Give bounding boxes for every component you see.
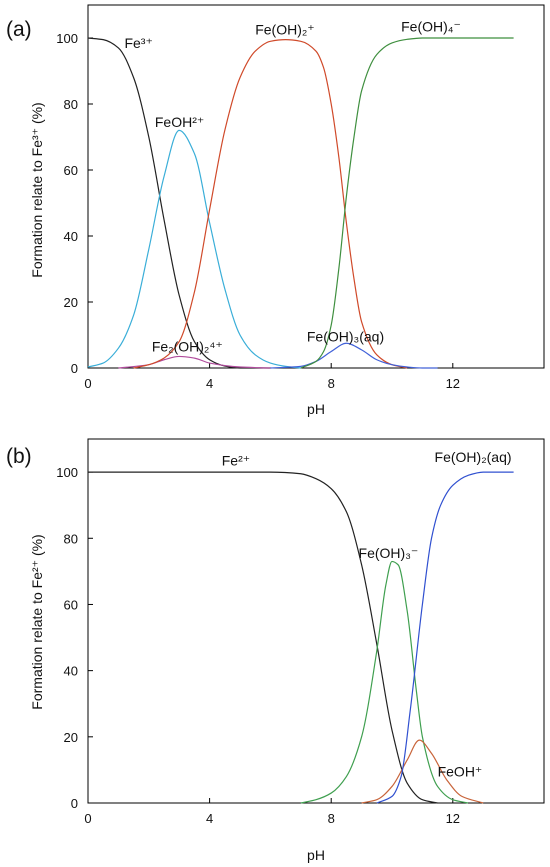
panel-a-series-fe-oh-4 xyxy=(300,37,514,369)
panel-a-curve-label-fe-oh-4: Fe(OH)₄⁻ xyxy=(401,18,461,34)
panel-a-y-tick-label: 80 xyxy=(64,97,78,112)
panel-a-x-tick-label: 0 xyxy=(84,376,91,391)
panel-a-curve-label-fe-oh-2: Fe(OH)₂⁺ xyxy=(255,22,315,38)
panel-a: (a) 0 4 8 12 0 20 40 60 80 100 Fe³⁺ FeOH²⁺ Fe₂(OH)₂… xyxy=(6,4,545,417)
panel-b-x-tick-label: 12 xyxy=(446,811,460,826)
panel-a-y-tick-label: 0 xyxy=(71,361,78,376)
panel-b-series-fe-oh-2-aq xyxy=(376,471,514,804)
panel-a-series-fe3 xyxy=(87,37,271,369)
panel-b-ticks: 0 4 8 12 0 20 40 60 80 100 xyxy=(56,465,460,826)
panel-b-series xyxy=(88,471,514,804)
panel-b-series-fe2 xyxy=(88,471,438,804)
panel-b-curve-label-fe2: Fe²⁺ xyxy=(222,452,250,468)
panel-b-y-tick-label: 80 xyxy=(64,531,78,546)
panel-b-plot-frame xyxy=(87,438,545,804)
panel-b-series-fe-oh-3 xyxy=(300,560,469,804)
panel-a-x-tick-label: 8 xyxy=(328,376,335,391)
panel-a-x-tick-label: 4 xyxy=(206,376,213,391)
panel-b-y-tick-label: 0 xyxy=(71,796,78,811)
panel-b-y-tick-label: 60 xyxy=(64,597,78,612)
panel-a-series-feoh2 xyxy=(87,129,301,369)
panel-a-plot-frame xyxy=(87,4,545,369)
panel-b-y-tick-label: 100 xyxy=(56,465,78,480)
panel-a-series xyxy=(87,37,514,369)
panel-a-y-axis-title: Formation relate to Fe³⁺ (%) xyxy=(29,102,45,277)
panel-a-series-fe-oh-3-aq xyxy=(270,342,438,369)
panel-a-curve-label-fe2-oh-24: Fe₂(OH)₂⁴⁺ xyxy=(152,339,223,355)
panel-a-y-tick-label: 100 xyxy=(56,31,78,46)
panel-b-curve-label-feoh: FeOH⁺ xyxy=(438,764,483,780)
panel-a-x-tick-label: 12 xyxy=(446,376,460,391)
panel-b-x-tick-label: 4 xyxy=(206,811,213,826)
panel-b-series-feoh xyxy=(361,739,484,804)
panel-b-label: (b) xyxy=(6,445,32,468)
panel-b-x-tick-label: 8 xyxy=(328,811,335,826)
panel-a-series-fe-oh-2 xyxy=(133,39,408,369)
panel-a-label: (a) xyxy=(6,18,32,41)
panel-a-ticks: 0 4 8 12 0 20 40 60 80 100 xyxy=(56,31,460,391)
panel-a-curve-label-fe3: Fe³⁺ xyxy=(124,35,152,51)
panel-b-y-axis-title: Formation relate to Fe²⁺ (%) xyxy=(29,534,45,709)
panel-a-y-tick-label: 40 xyxy=(64,229,78,244)
panel-a-y-tick-label: 60 xyxy=(64,163,78,178)
panel-b-x-axis-title: pH xyxy=(307,847,325,863)
panel-b-x-tick-label: 0 xyxy=(84,811,91,826)
panel-b-y-tick-label: 20 xyxy=(64,730,78,745)
panel-a-annotations: Fe³⁺ FeOH²⁺ Fe₂(OH)₂⁴⁺ Fe(OH)₂⁺ Fe(OH)₃(aq) F… xyxy=(124,18,460,354)
panel-a-curve-label-feoh2: FeOH²⁺ xyxy=(155,114,204,130)
panel-a-x-axis-title: pH xyxy=(307,401,325,417)
panel-b-y-tick-label: 40 xyxy=(64,664,78,679)
panel-a-curve-label-fe-oh-3-aq: Fe(OH)₃(aq) xyxy=(307,329,384,345)
panel-b-annotations: Fe²⁺ Fe(OH)₃⁻ FeOH⁺ Fe(OH)₂(aq) xyxy=(222,449,512,779)
panel-b-curve-label-fe-oh-2-aq: Fe(OH)₂(aq) xyxy=(435,449,512,465)
panel-a-y-tick-label: 20 xyxy=(64,295,78,310)
panel-b-curve-label-fe-oh-3: Fe(OH)₃⁻ xyxy=(359,545,419,561)
